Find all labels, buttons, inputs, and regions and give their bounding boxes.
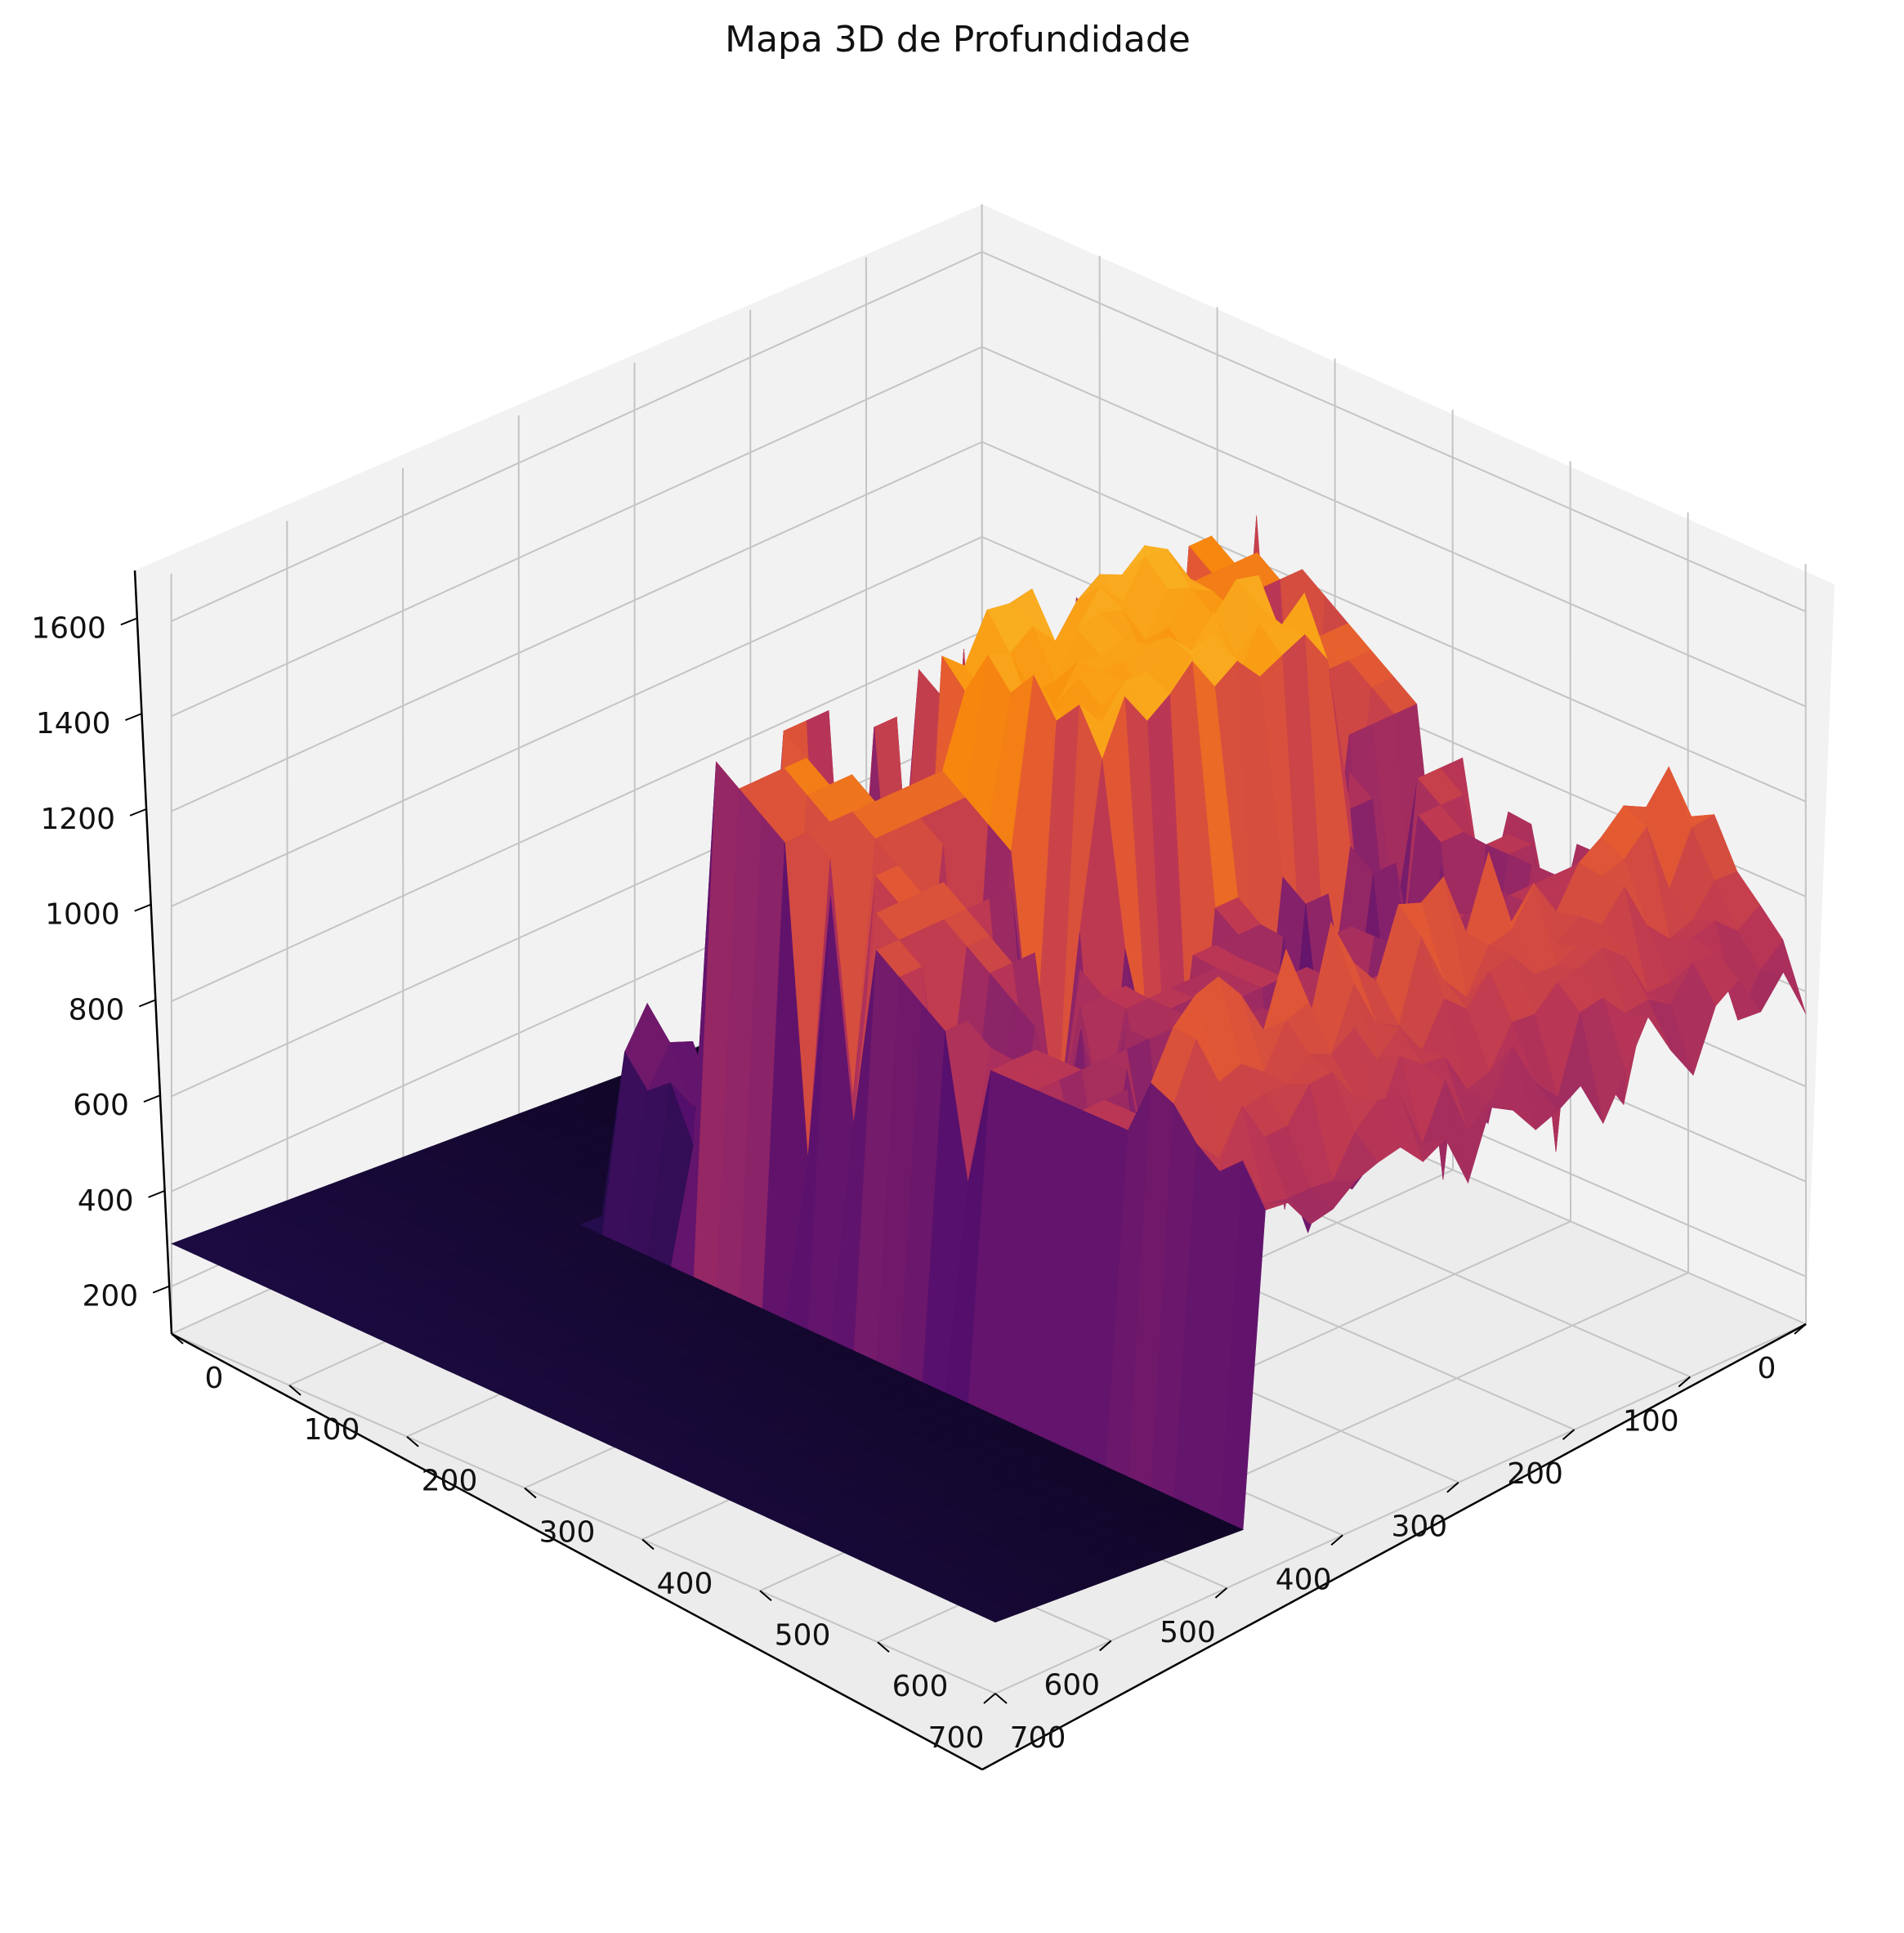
y-tick-mark xyxy=(641,1538,655,1550)
z-tick-mark xyxy=(148,1189,165,1198)
x-tick-label: 0 xyxy=(1758,1352,1777,1385)
surface-plot xyxy=(171,515,1807,1623)
y-tick-mark xyxy=(288,1385,302,1396)
y-tick-mark xyxy=(877,1641,890,1653)
grid-line xyxy=(171,441,983,812)
z-tick-mark xyxy=(134,903,152,912)
y-tick-label: 300 xyxy=(539,1516,596,1550)
x-tick-mark xyxy=(1678,1376,1691,1388)
x-axis-ticks: 0 100 200 300 400 500 600 700 xyxy=(928,1323,1807,1755)
y-tick-mark xyxy=(759,1590,772,1602)
y-tick-label: 0 xyxy=(205,1362,224,1395)
surface-patch xyxy=(972,1603,1019,1623)
grid-line xyxy=(171,535,983,907)
x-tick-mark xyxy=(1562,1429,1575,1440)
y-tick-label: 200 xyxy=(422,1465,478,1498)
y-axis-line xyxy=(981,1322,1807,1771)
z-axis-ticks: 200 400 600 800 1000 1200 1400 1600 xyxy=(31,611,170,1313)
z-tick-label: 200 xyxy=(82,1280,138,1313)
y-tick-label: 500 xyxy=(775,1618,831,1652)
y-axis-ticks: 0 100 200 300 400 500 600 700 xyxy=(171,1333,1066,1755)
z-tick-mark xyxy=(120,617,138,626)
z-tick-mark xyxy=(143,1094,161,1103)
chart-title: Mapa 3D de Profundidade xyxy=(725,19,1191,60)
x-tick-label: 400 xyxy=(1276,1563,1332,1596)
x-axis-line xyxy=(171,1332,983,1771)
x-tick-label: 200 xyxy=(1507,1457,1563,1491)
z-tick-label: 800 xyxy=(69,993,125,1027)
x-tick-label: 500 xyxy=(1160,1616,1216,1649)
y-tick-mark xyxy=(406,1435,419,1448)
y-tick-label: 600 xyxy=(892,1670,949,1703)
z-tick-label: 1600 xyxy=(31,611,106,645)
z-tick-label: 1400 xyxy=(36,707,111,741)
z-tick-label: 400 xyxy=(78,1184,134,1218)
x-tick-mark xyxy=(1214,1587,1228,1599)
x-tick-label: 700 xyxy=(928,1721,985,1755)
y-tick-mark xyxy=(171,1333,184,1345)
x-tick-label: 300 xyxy=(1391,1510,1447,1544)
x-tick-mark xyxy=(1099,1640,1112,1652)
grid-line xyxy=(171,251,983,623)
z-tick-mark xyxy=(152,1285,170,1294)
grid-line xyxy=(981,441,1807,803)
grid-line xyxy=(171,346,983,718)
z-axis-line xyxy=(133,570,173,1335)
grid-line xyxy=(171,1333,996,1694)
z-tick-label: 1000 xyxy=(45,898,120,932)
x-tick-mark xyxy=(1330,1534,1343,1546)
x-tick-mark xyxy=(1794,1323,1807,1335)
grid-line xyxy=(981,346,1807,708)
y-tick-mark xyxy=(994,1693,1008,1704)
x-tick-label: 600 xyxy=(1044,1668,1100,1702)
z-tick-mark xyxy=(138,999,156,1008)
z-tick-mark xyxy=(129,808,147,817)
y-tick-label: 100 xyxy=(304,1413,360,1447)
y-tick-label: 700 xyxy=(1010,1721,1066,1755)
z-tick-label: 600 xyxy=(73,1089,129,1122)
x-tick-mark xyxy=(1446,1481,1459,1493)
y-tick-mark xyxy=(524,1487,537,1499)
grid-line xyxy=(171,631,983,1003)
x-tick-mark xyxy=(983,1693,996,1704)
z-tick-mark xyxy=(125,713,142,722)
grid-line xyxy=(981,251,1807,613)
x-tick-label: 100 xyxy=(1623,1405,1679,1439)
y-tick-label: 400 xyxy=(657,1567,713,1600)
z-tick-label: 1200 xyxy=(40,803,115,836)
grid-line xyxy=(994,1323,1807,1694)
